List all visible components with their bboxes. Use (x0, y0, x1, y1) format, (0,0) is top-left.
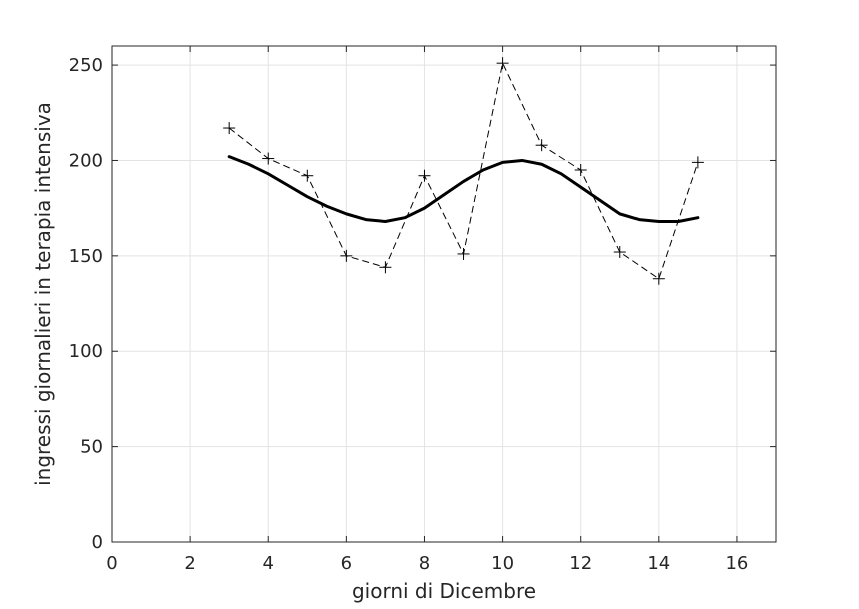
x-tick-label: 6 (341, 553, 352, 574)
x-tick-label: 12 (569, 553, 592, 574)
x-axis-title: giorni di Dicembre (352, 579, 536, 603)
series-0-plus-marker (574, 164, 587, 176)
x-tick-label: 8 (419, 553, 430, 574)
series-1-fit-curve (227, 155, 700, 224)
x-tick-label: 0 (106, 553, 117, 574)
series-0-plus-marker (223, 122, 236, 135)
x-tick-label: 10 (491, 553, 514, 574)
series-0-plus-marker (652, 272, 665, 285)
plot-frame (111, 45, 777, 543)
series-0-plus-marker (691, 156, 704, 169)
series-0-plus-marker (613, 246, 626, 259)
series-0-plus-marker (457, 247, 470, 260)
y-tick-label: 150 (69, 246, 103, 267)
x-tick-label: 4 (263, 553, 274, 574)
series-0-plus-marker (535, 139, 548, 152)
series-0-plus-marker (340, 249, 353, 262)
x-tick-label: 2 (184, 553, 195, 574)
y-tick-label: 250 (69, 55, 103, 76)
plot-area (112, 46, 776, 542)
series-layer (223, 57, 704, 285)
y-axis-title: ingressi giornalieri in terapia intensiv… (31, 102, 55, 486)
series-0-plus-marker (301, 169, 314, 182)
y-tick-label: 0 (92, 532, 103, 553)
y-tick-label: 100 (69, 341, 103, 362)
series-0-plus-marker (418, 169, 431, 182)
series-0-plus-marker (379, 261, 392, 274)
ticks: 0 2 4 6 8 10 12 14 16 0 50 100 150 200 250 (69, 46, 776, 574)
series-0-plus-marker (496, 57, 509, 70)
x-tick-label: 14 (647, 553, 670, 574)
series-0-plus-marker (262, 152, 275, 165)
x-tick-label: 16 (725, 553, 748, 574)
y-tick-label: 50 (80, 437, 103, 458)
y-tick-label: 200 (69, 150, 103, 171)
